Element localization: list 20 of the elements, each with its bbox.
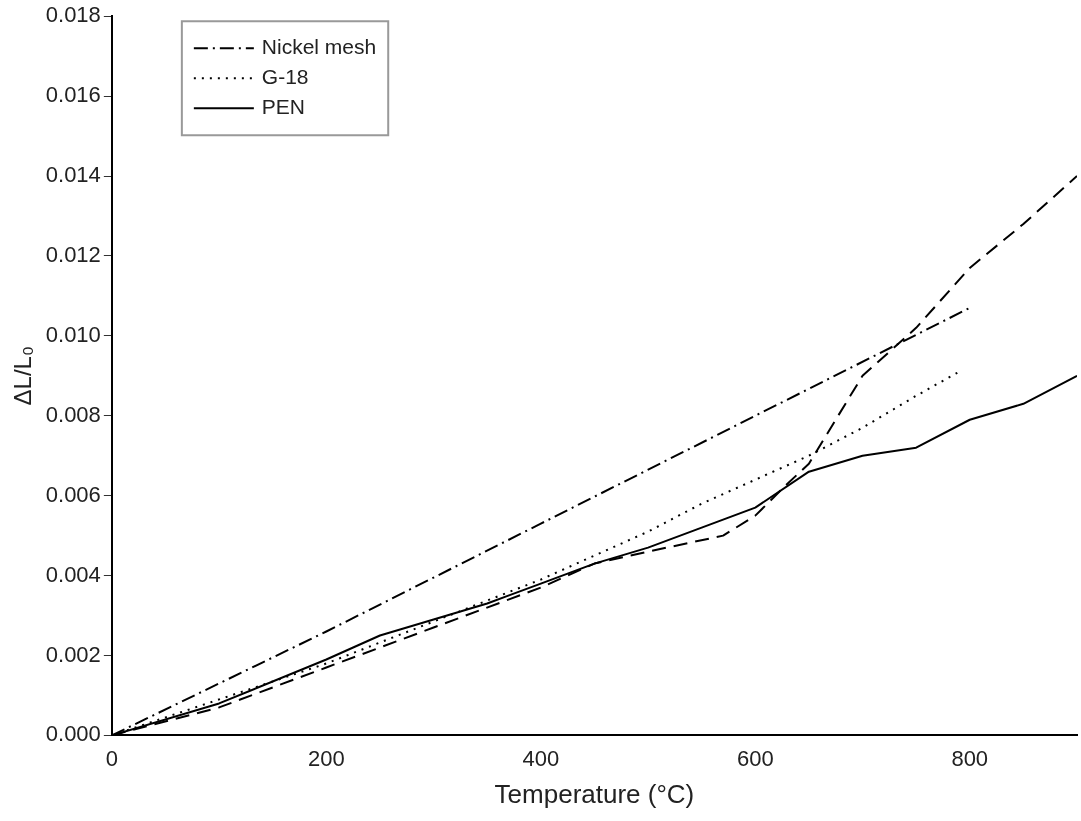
y-tick-label: 0.006: [45, 481, 101, 507]
y-tick-label: 0.008: [45, 401, 101, 427]
x-axis-title: Temperature (°C): [494, 778, 695, 809]
y-tick-label: 0.000: [45, 721, 101, 747]
x-tick-label: 200: [307, 745, 345, 771]
x-tick-label: 400: [522, 745, 560, 771]
legend-label: PEN: [261, 95, 306, 118]
y-axis-title: ΔL/L₀: [9, 346, 37, 406]
y-tick-label: 0.014: [45, 162, 101, 188]
legend-label: Nickel mesh: [261, 35, 377, 58]
y-tick-label: 0.012: [45, 242, 101, 267]
y-tick-label: 0.016: [45, 82, 101, 108]
y-tick-label: 0.004: [45, 561, 101, 587]
y-tick-label: 0.018: [45, 2, 101, 28]
y-tick-label: 0.002: [45, 641, 101, 667]
x-tick-label: 0: [105, 745, 118, 771]
x-tick-label: 800: [951, 745, 989, 771]
x-tick-label: 600: [736, 745, 774, 771]
y-tick-label: 0.010: [45, 321, 101, 347]
legend-label: G-18: [261, 65, 309, 88]
